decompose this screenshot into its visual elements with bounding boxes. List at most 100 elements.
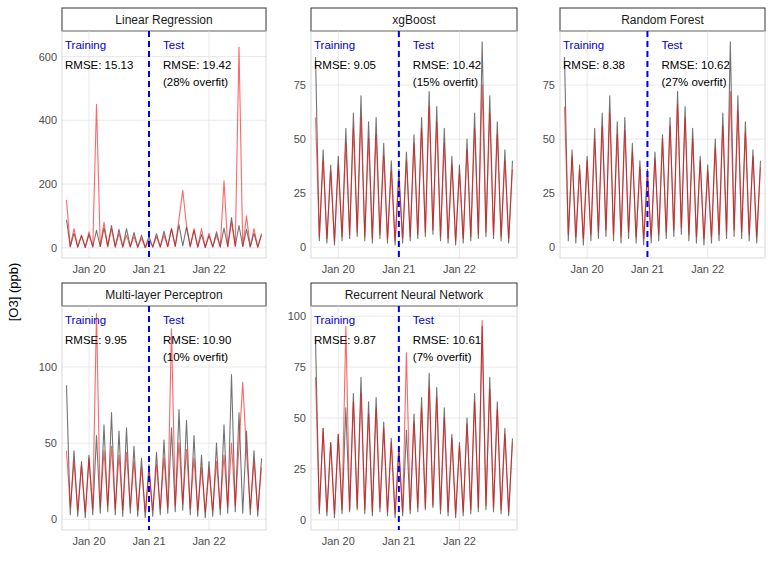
- x-tick-label: Jan 20: [322, 263, 355, 275]
- annotation: Test: [413, 39, 435, 51]
- annotation: RMSE: 10.61: [413, 334, 481, 346]
- annotation: RMSE: 8.38: [563, 59, 625, 71]
- grid-line: [647, 31, 648, 258]
- panel-title: Random Forest: [621, 13, 704, 27]
- x-tick-label: Jan 21: [382, 263, 415, 275]
- series-line: [67, 218, 262, 248]
- y-tick-label: 75: [294, 79, 306, 91]
- annotation: Training: [65, 39, 106, 51]
- strip: [62, 283, 266, 306]
- x-tick-label: Jan 22: [443, 535, 476, 547]
- annotation: RMSE: 19.42: [163, 59, 231, 71]
- panel: xgBoost0255075Jan 20Jan 21Jan 22Training…: [294, 8, 517, 275]
- y-tick-label: 100: [288, 310, 306, 322]
- x-tick-label: Jan 21: [382, 535, 415, 547]
- split-line: [646, 31, 648, 258]
- y-tick-label: 75: [543, 79, 555, 91]
- figure: [O3] (ppb) Linear Regression 0 200 400 600 Jan…: [0, 0, 768, 576]
- x-tick-label: Jan 22: [691, 263, 724, 275]
- x-tick-label: Jan 20: [571, 263, 604, 275]
- grid-line: [311, 367, 517, 368]
- grid-line: [560, 193, 765, 194]
- annotation: Training: [65, 314, 106, 326]
- annotation: (15% overfit): [413, 76, 478, 88]
- panel-title: Multi-layer Perceptron: [105, 288, 222, 302]
- y-tick-label: 75: [294, 361, 306, 373]
- y-tick-label: 0: [300, 241, 306, 253]
- annotation: (28% overfit): [163, 76, 228, 88]
- annotation: (27% overfit): [661, 76, 726, 88]
- y-tick-label: 50: [543, 133, 555, 145]
- panel: Multi-layer Perceptron 0 50 100 Jan 20 Jan 21…: [39, 283, 266, 547]
- x-tick-label: Jan 22: [192, 263, 225, 275]
- annotation: Test: [413, 314, 435, 326]
- x-tick-label: Jan 22: [192, 535, 225, 547]
- panel-title: Linear Regression: [115, 13, 212, 27]
- strip: [62, 8, 266, 31]
- x-tick-label: Jan 22: [443, 263, 476, 275]
- x-tick-label: Jan 20: [72, 535, 105, 547]
- series-line: [316, 42, 513, 245]
- y-tick-label: 50: [294, 133, 306, 145]
- panel-title: Recurrent Neural Network: [345, 288, 485, 302]
- grid-line: [398, 306, 399, 530]
- annotation: RMSE: 15.13: [65, 59, 133, 71]
- grid-line: [398, 31, 399, 258]
- y-tick-label: 0: [300, 514, 306, 526]
- y-axis-label: [O3] (ppb): [6, 263, 21, 322]
- annotation: Training: [314, 314, 355, 326]
- grid-line: [311, 193, 517, 194]
- grid-line: [149, 31, 150, 258]
- panel: Recurrent Neural Network 0 25 50 75 100 Jan 20…: [288, 283, 517, 547]
- series-line: [565, 42, 761, 245]
- split-line: [398, 306, 400, 530]
- y-tick-label: 100: [39, 361, 57, 373]
- series-line: [565, 92, 761, 239]
- grid-line: [62, 519, 266, 520]
- grid-line: [62, 56, 266, 57]
- y-tick-label: 200: [39, 178, 57, 190]
- annotation: RMSE: 9.87: [314, 334, 376, 346]
- panel-title: xgBoost: [392, 13, 436, 27]
- split-line: [398, 31, 400, 258]
- panel: Linear Regression0200400600Jan 20Jan 21J…: [39, 8, 266, 275]
- y-tick-label: 50: [45, 437, 57, 449]
- y-tick-label: 600: [39, 51, 57, 63]
- annotation: Training: [314, 39, 355, 51]
- annotation: (10% overfit): [163, 351, 228, 363]
- annotation: Test: [163, 314, 185, 326]
- x-tick-label: Jan 21: [132, 263, 165, 275]
- grid-line: [311, 468, 517, 469]
- grid-line: [311, 519, 517, 520]
- y-tick-label: 25: [543, 187, 555, 199]
- grid-line: [560, 247, 765, 248]
- y-tick-label: 50: [294, 412, 306, 424]
- y-tick-label: 0: [51, 242, 57, 254]
- series-line: [316, 85, 513, 241]
- annotation: Test: [163, 39, 185, 51]
- annotation: RMSE: 9.05: [314, 59, 376, 71]
- y-tick-label: 400: [39, 114, 57, 126]
- grid-line: [62, 120, 266, 121]
- split-line: [148, 31, 150, 258]
- y-tick-label: 0: [51, 513, 57, 525]
- annotation: RMSE: 10.90: [163, 334, 231, 346]
- annotation: Training: [563, 39, 604, 51]
- plot-frame: [560, 31, 765, 258]
- y-tick-label: 25: [294, 463, 306, 475]
- x-tick-label: Jan 21: [132, 535, 165, 547]
- grid-line: [62, 366, 266, 367]
- plot-frame: [311, 306, 517, 530]
- series-line: [67, 47, 262, 248]
- series-line: [316, 320, 513, 513]
- grid-line: [62, 184, 266, 185]
- x-tick-label: Jan 20: [322, 535, 355, 547]
- strip: [311, 8, 517, 31]
- annotation: (7% overfit): [413, 351, 472, 363]
- plot-frame: [62, 306, 266, 530]
- strip: [560, 8, 765, 31]
- x-tick-label: Jan 21: [631, 263, 664, 275]
- grid-line: [149, 306, 150, 530]
- y-tick-label: 0: [549, 241, 555, 253]
- grid-line: [311, 247, 517, 248]
